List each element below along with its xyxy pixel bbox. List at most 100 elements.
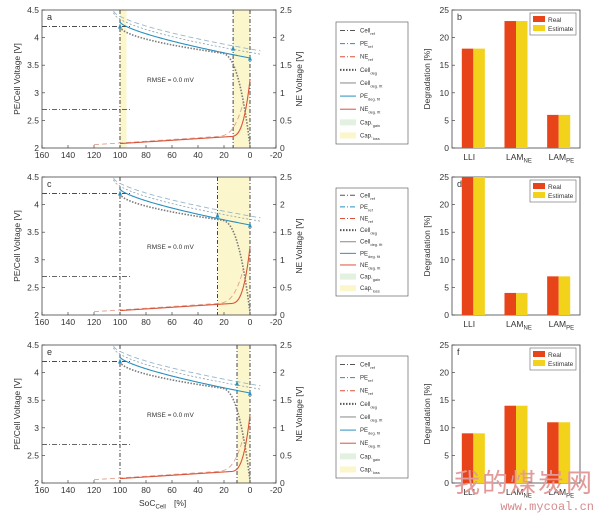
- legend-label: Cap.gain: [360, 275, 380, 283]
- x-axis-unit: [%]: [174, 498, 186, 508]
- x-tick-label: 140: [61, 317, 75, 327]
- bar-real: [547, 276, 559, 315]
- x-tick-label: 120: [87, 150, 101, 160]
- rmse-annotation: RMSE = 0.0 mV: [147, 412, 194, 419]
- line-panel-c: 160 140 120 100 80 60 40 20 0 -2022.533.544.500.5…: [12, 172, 304, 327]
- category-label: LLI: [463, 319, 475, 329]
- watermark-cn: 我的煤炭网: [453, 469, 594, 499]
- y-tick-label: 2.5: [27, 115, 39, 125]
- bar-real: [504, 21, 516, 148]
- y-tick-label: 15: [440, 60, 450, 70]
- y2-tick-label: 0: [280, 310, 285, 320]
- y-tick-label: 3: [34, 88, 39, 98]
- legend-label: Celldeg: [360, 68, 377, 76]
- legend-label: NEref: [360, 55, 374, 63]
- legend-label: Cap.loss: [360, 467, 380, 475]
- bar-estimate: [558, 422, 571, 483]
- y-tick-label: 5: [444, 115, 449, 125]
- legend-swatch: [533, 351, 545, 357]
- legend-swatch: [533, 16, 545, 22]
- x-tick-label: -20: [270, 150, 283, 160]
- x-tick-label: 0: [248, 317, 253, 327]
- watermark: 我的煤炭网 www.mycoal.cn: [454, 463, 594, 514]
- y-tick-label: 2.5: [27, 450, 39, 460]
- x-tick-label: 20: [219, 485, 229, 495]
- legend-label: NEdeg. fit: [360, 263, 381, 271]
- y2-tick-label: 2: [280, 33, 285, 43]
- y2-axis-label: NE Voltage [V]: [294, 386, 304, 441]
- bar-estimate: [473, 48, 485, 148]
- y-tick-label: 25: [440, 172, 450, 182]
- y-tick-label: 2.5: [27, 282, 39, 292]
- pe-fit-series: [119, 21, 251, 59]
- line-panel-a: 160 140 120 100 80 60 40 20 0 -2022.533.544.500.5…: [12, 5, 304, 160]
- panel-label: f: [457, 347, 460, 357]
- y-tick-label: 20: [440, 200, 450, 210]
- legend-label: Cap.loss: [360, 286, 380, 294]
- panel-label: e: [47, 347, 52, 357]
- cell-deg-series: [119, 361, 251, 481]
- y2-axis-label: NE Voltage [V]: [294, 51, 304, 106]
- legend-c: Cellref PEref NEref Celldeg Celldeg. fit PEde…: [335, 187, 409, 297]
- legend-e: Cellref PEref NEref Celldeg Celldeg. fit PEde…: [335, 355, 409, 479]
- category-label: LLI: [463, 487, 475, 497]
- legend-label: Cellref: [360, 28, 376, 36]
- point-marker: [248, 390, 252, 396]
- category-label: LAMNE: [506, 152, 532, 165]
- y2-tick-label: 1.5: [280, 395, 292, 405]
- y-tick-label: 20: [440, 33, 450, 43]
- x-tick-label: -20: [270, 485, 283, 495]
- rmse-annotation: RMSE = 0.0 mV: [147, 244, 194, 251]
- y-tick-label: 0: [444, 478, 449, 488]
- bar-estimate: [558, 276, 571, 315]
- y2-tick-label: 0.5: [280, 450, 292, 460]
- x-tick-label: 80: [141, 485, 151, 495]
- point-marker: [231, 45, 236, 51]
- y-axis-label: PE/Cell Voltage [V]: [12, 43, 22, 115]
- cell-deg-series: [119, 26, 251, 146]
- ne-ref-series: [93, 101, 244, 146]
- y2-tick-label: 1: [280, 88, 285, 98]
- bar-real: [504, 292, 516, 315]
- panel-label: c: [47, 179, 52, 189]
- y-axis-label: Degradation [%]: [422, 49, 432, 110]
- y-tick-label: 5: [444, 450, 449, 460]
- y-tick-label: 3.5: [27, 60, 39, 70]
- y-axis-label: Degradation [%]: [422, 384, 432, 445]
- y-tick-label: 15: [440, 227, 450, 237]
- y-tick-label: 10: [440, 88, 450, 98]
- legend-label: Real: [548, 17, 562, 24]
- point-marker: [118, 190, 122, 196]
- legend-label: PEref: [360, 205, 374, 213]
- cell-ref-series: [113, 12, 261, 55]
- point-marker: [248, 222, 252, 228]
- x-tick-label: 60: [167, 150, 177, 160]
- x-tick-label: 120: [87, 485, 101, 495]
- y2-tick-label: 1: [280, 423, 285, 433]
- y-tick-label: 3: [34, 255, 39, 265]
- legend-label: NEref: [360, 217, 374, 225]
- legend-swatch: [533, 192, 545, 198]
- x-tick-label: 80: [141, 317, 151, 327]
- category-label: LAMNE: [506, 487, 532, 500]
- legend-label: PEref: [360, 376, 374, 384]
- legend-swatch: [340, 132, 356, 139]
- y2-tick-label: 2.5: [280, 172, 292, 182]
- x-tick-label: 160: [35, 485, 49, 495]
- x-tick-label: 160: [35, 150, 49, 160]
- category-label: LAMPE: [549, 487, 575, 500]
- x-tick-label: 140: [61, 150, 75, 160]
- x-tick-label: 0: [248, 150, 253, 160]
- legend-label: NEdeg. fit: [360, 107, 381, 115]
- x-tick-label: 100: [113, 317, 127, 327]
- legend-swatch: [340, 119, 356, 126]
- x-tick-label: 100: [113, 150, 127, 160]
- legend-label: NEdeg. fit: [360, 441, 381, 449]
- cell-deg-series: [119, 193, 251, 313]
- legend-swatch: [533, 25, 545, 31]
- point-marker: [235, 380, 239, 386]
- cap-loss-band: [237, 345, 250, 483]
- bar-real: [547, 422, 559, 483]
- legend-label: Cellref: [360, 193, 376, 201]
- y-axis-label: Degradation [%]: [422, 216, 432, 277]
